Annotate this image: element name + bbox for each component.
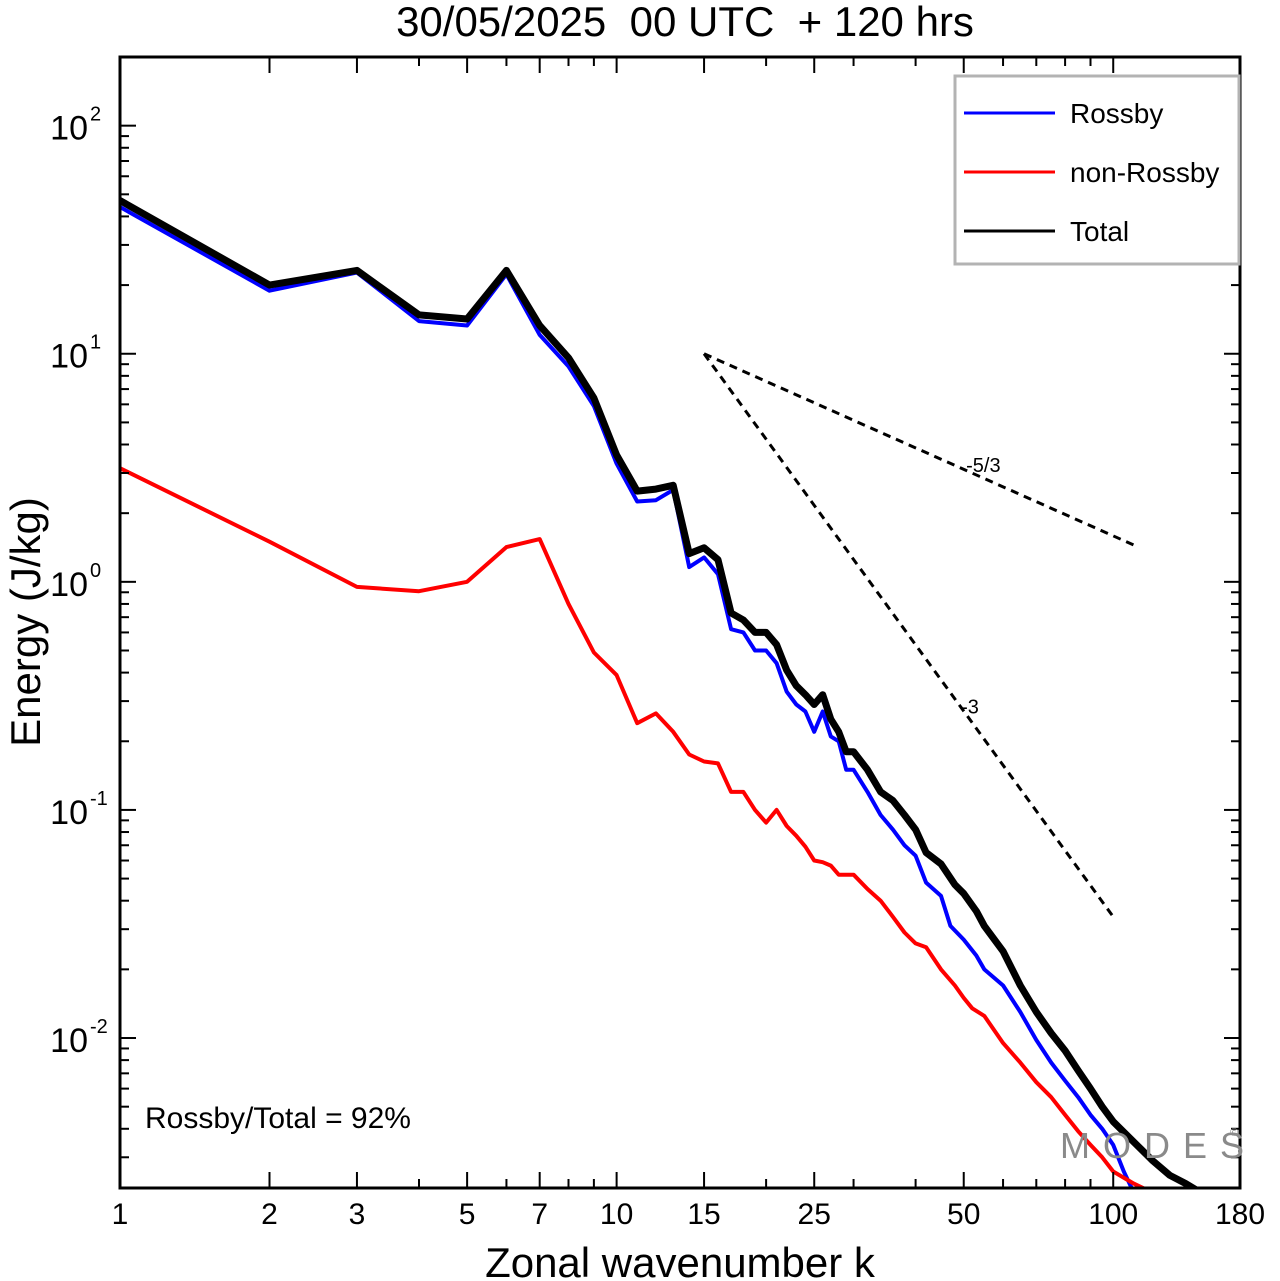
legend-label-non-rossby: non-Rossby [1070, 157, 1219, 188]
modes-watermark: MODES © [1060, 1125, 1257, 1166]
y-axis-label: Energy (J/kg) [2, 497, 49, 747]
copyright-mark: © [1230, 1127, 1238, 1139]
x-tick-label: 25 [798, 1198, 831, 1231]
x-tick-label: 15 [687, 1198, 720, 1231]
reference-slope-label: -5/3 [966, 455, 1000, 477]
x-tick-label: 50 [947, 1198, 980, 1231]
y-tick-label-exponent: 2 [90, 104, 101, 126]
y-tick-label-exponent: 1 [90, 332, 101, 354]
watermark-text: MODES [1060, 1125, 1257, 1166]
legend-box [953, 74, 1241, 266]
y-tick-label-base: 10 [50, 1022, 88, 1060]
y-tick-label: 10 0 [50, 560, 101, 604]
reference-slopes: -5/3 -3 [702, 352, 1135, 918]
x-tick-labels: 1 2 3 5 7 10 15 25 50 100 180 [112, 1198, 1265, 1231]
legend-label-total: Total [1070, 216, 1129, 247]
y-tick-label-base: 10 [50, 338, 88, 376]
series-layer [120, 197, 1200, 1188]
y-tick-label-base: 10 [50, 110, 88, 148]
series-line-total [120, 197, 1200, 1188]
chart-legend: Rossby non-Rossby Total [953, 74, 1241, 266]
x-tick-label: 2 [261, 1198, 278, 1231]
y-tick-label-exponent: -2 [90, 1016, 108, 1038]
y-tick-label-base: 10 [50, 566, 88, 604]
rossby-ratio-annotation: Rossby/Total = 92% [145, 1102, 411, 1135]
y-tick-label-base: 10 [50, 794, 88, 832]
x-tick-label: 1 [112, 1198, 129, 1231]
legend-label-rossby: Rossby [1070, 98, 1163, 129]
y-tick-label-exponent: -1 [90, 788, 108, 810]
y-tick-label-exponent: 0 [90, 560, 101, 582]
y-tick-label: 10 1 [50, 332, 101, 376]
x-tick-label: 7 [531, 1198, 548, 1231]
reference-slope-line [702, 352, 1115, 918]
series-line-non-rossby [120, 466, 1148, 1188]
x-tick-label: 5 [459, 1198, 476, 1231]
plot-frame [118, 55, 1242, 1190]
y-tick-label: 10 2 [50, 104, 101, 148]
x-tick-label: 100 [1088, 1198, 1138, 1231]
chart-title: 30/05/2025 00 UTC + 120 hrs [396, 0, 974, 45]
x-tick-label: 10 [600, 1198, 633, 1231]
reference-slope-label: -3 [961, 697, 979, 719]
x-tick-label: 3 [349, 1198, 366, 1231]
x-tick-label: 180 [1215, 1198, 1265, 1231]
x-axis-label: Zonal wavenumber k [485, 1239, 876, 1281]
y-tick-label: 10 -1 [50, 788, 108, 832]
y-tick-label: 10 -2 [50, 1016, 108, 1060]
